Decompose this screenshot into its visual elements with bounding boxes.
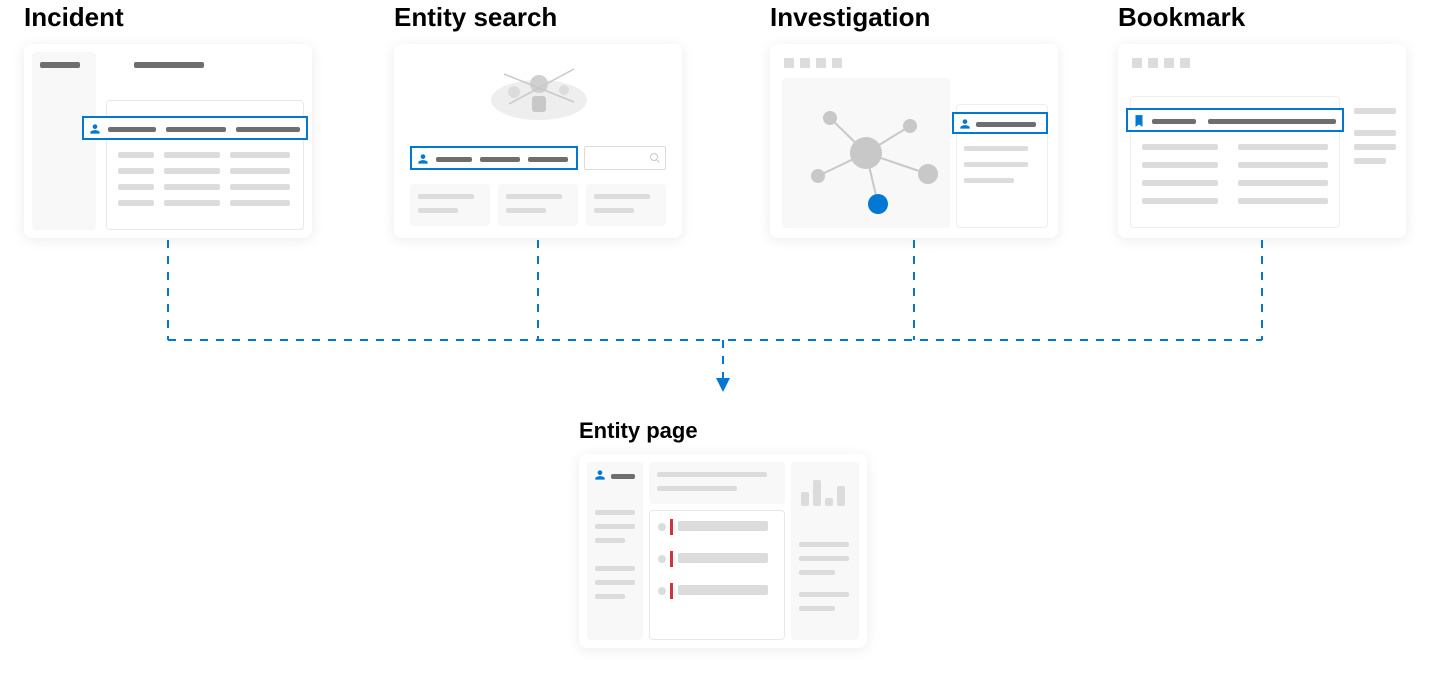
user-icon xyxy=(416,152,430,166)
search-illustration-icon xyxy=(484,54,594,122)
incident-card xyxy=(24,44,312,238)
entity-page-card xyxy=(579,454,867,648)
investigation-label: Investigation xyxy=(770,2,930,33)
entity-search-card xyxy=(394,44,682,238)
bookmark-card xyxy=(1118,44,1406,238)
user-icon xyxy=(958,117,972,131)
investigation-card xyxy=(770,44,1058,238)
entity-search-label: Entity search xyxy=(394,2,557,33)
search-icon xyxy=(649,152,661,164)
user-icon xyxy=(593,468,607,482)
entity-page-label: Entity page xyxy=(579,418,698,444)
bookmark-label: Bookmark xyxy=(1118,2,1245,33)
bookmark-icon xyxy=(1132,114,1146,128)
user-icon xyxy=(88,122,102,136)
flow-diagram: Incident Entity search Investigation Boo… xyxy=(0,0,1446,684)
graph-visualization-icon xyxy=(782,78,950,228)
incident-label: Incident xyxy=(24,2,124,33)
